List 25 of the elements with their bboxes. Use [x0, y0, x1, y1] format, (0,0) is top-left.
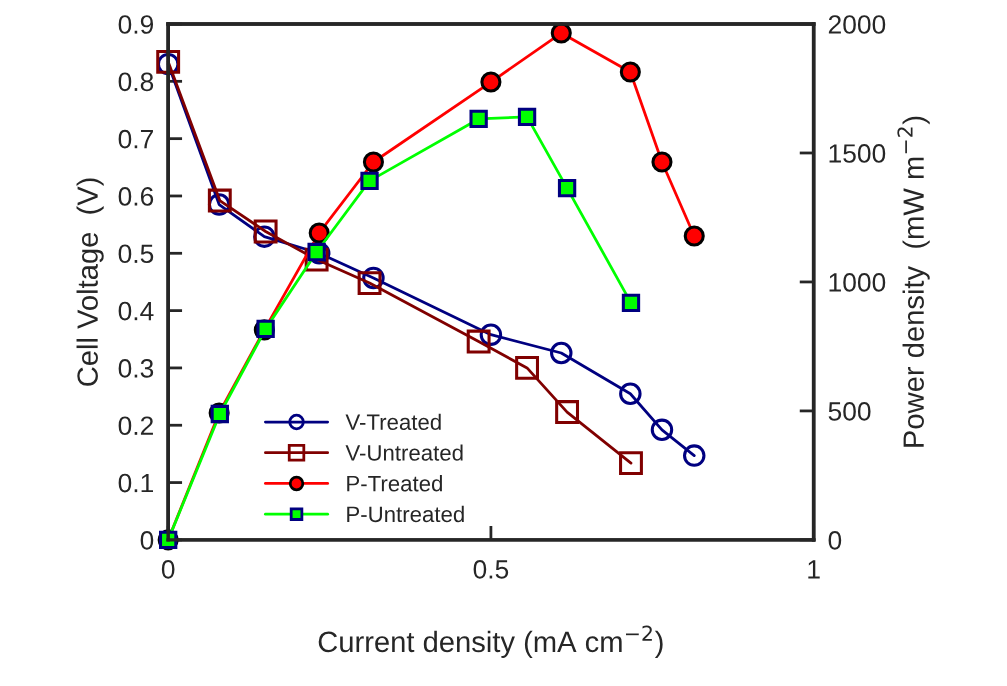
- y2-tick-label: 500: [828, 402, 871, 421]
- legend-label: P-Treated: [347, 475, 442, 492]
- x-axis-title: Current density (mA cm$^{−2}$): [318, 625, 663, 658]
- y-tick-label: 0.9: [118, 15, 154, 34]
- y-tick-label: 0.6: [118, 187, 154, 206]
- y2-tick-label: 0: [828, 531, 842, 550]
- y-tick-label: 0.7: [118, 129, 153, 149]
- y-tick-label: 0.2: [118, 416, 153, 436]
- legend-label: P-Untreated: [347, 505, 464, 523]
- y2-tick-label: 1500: [829, 144, 886, 163]
- x-tick-label: 0: [161, 560, 175, 579]
- y-tick-label: 0.8: [118, 72, 154, 92]
- x-tick-label: 1: [808, 560, 820, 579]
- y-tick-label: 0.5: [118, 244, 154, 264]
- y2-axis-title: Power density (mW m$^{−2}$): [897, 116, 930, 447]
- legend-label: V-Treated: [345, 413, 441, 431]
- y-tick-label: 0: [140, 531, 154, 550]
- legend-label: V-Untreated: [345, 444, 463, 461]
- y-tick-label: 0.3: [118, 359, 154, 378]
- y-axis-title: Cell Voltage (V): [76, 178, 104, 386]
- y2-tick-label: 2000: [828, 15, 886, 34]
- y-tick-label: 0.4: [118, 301, 154, 321]
- x-tick-label: 0.5: [473, 560, 509, 579]
- y2-tick-label: 1000: [829, 273, 886, 292]
- y-tick-label: 0.1: [118, 473, 153, 493]
